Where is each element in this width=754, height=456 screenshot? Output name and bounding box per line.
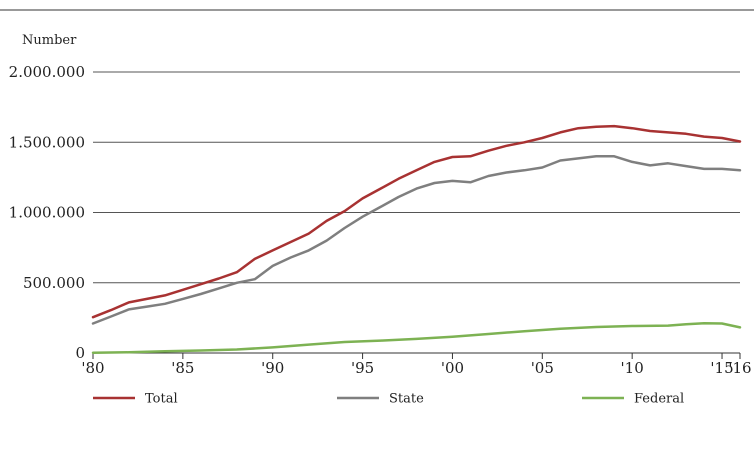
legend: Total State Federal bbox=[93, 392, 684, 407]
x-tick-label: '00 bbox=[441, 359, 464, 377]
unit-label: Number bbox=[22, 33, 77, 48]
y-tick-label: 1.500.000 bbox=[9, 133, 85, 151]
legend-label: Total bbox=[145, 392, 178, 407]
x-tick-label: '15 bbox=[710, 359, 733, 377]
x-axis-ticks: '80 '85 '90 '95 '00 '05 '10 '15'16 bbox=[81, 353, 752, 377]
y-tick-label: 1.000.000 bbox=[9, 204, 85, 222]
series-line-total bbox=[91, 124, 742, 319]
series-lines bbox=[91, 124, 742, 354]
x-tick-label: '16 bbox=[728, 359, 751, 377]
x-tick-label: '90 bbox=[261, 359, 284, 377]
x-tick-label: '10 bbox=[621, 359, 644, 377]
series-line-federal bbox=[91, 321, 742, 354]
y-tick-label: 2.000.000 bbox=[9, 63, 85, 81]
x-tick-label: '05 bbox=[531, 359, 554, 377]
grid-lines bbox=[93, 71, 740, 354]
x-tick-label: '80 bbox=[81, 359, 104, 377]
legend-label: Federal bbox=[634, 392, 684, 407]
y-tick-label: 0 bbox=[75, 344, 85, 362]
y-tick-label: 500.000 bbox=[23, 274, 85, 292]
x-tick-label: '85 bbox=[171, 359, 194, 377]
y-axis-ticks: 0 500.000 1.000.000 1.500.000 2.000.000 bbox=[9, 63, 85, 362]
legend-label: State bbox=[389, 392, 424, 407]
series-line-state bbox=[91, 155, 742, 325]
x-tick-label: '95 bbox=[351, 359, 374, 377]
